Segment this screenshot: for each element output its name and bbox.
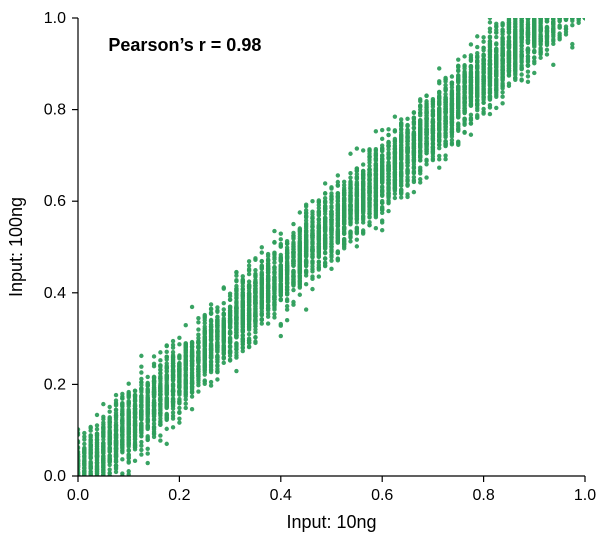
correlation-annotation: Pearson’s r = 0.98 [108, 35, 261, 55]
y-tick-label: 1.0 [44, 10, 66, 27]
x-tick-label: 0.4 [270, 487, 292, 504]
y-tick-label: 0.2 [44, 376, 66, 393]
x-tick-label: 0.8 [472, 487, 494, 504]
x-tick-label: 0.2 [168, 487, 190, 504]
y-tick-label: 0.6 [44, 193, 66, 210]
y-axis-label: Input: 100ng [6, 197, 26, 297]
x-tick-label: 0.0 [67, 487, 89, 504]
x-axis-label: Input: 10ng [286, 512, 376, 532]
chart-svg: 0.0 0.2 0.4 0.6 0.8 1.0 0.0 0.2 0.4 0.6 0.8 1.0 Inpu… [0, 0, 605, 546]
x-tick-label: 0.6 [371, 487, 393, 504]
y-tick-label: 0.0 [44, 468, 66, 485]
x-tick-label: 1.0 [574, 487, 596, 504]
scatter-chart: 0.0 0.2 0.4 0.6 0.8 1.0 0.0 0.2 0.4 0.6 0.8 1.0 Inpu… [0, 0, 605, 546]
y-tick-label: 0.4 [44, 285, 66, 302]
y-tick-label: 0.8 [44, 102, 66, 119]
